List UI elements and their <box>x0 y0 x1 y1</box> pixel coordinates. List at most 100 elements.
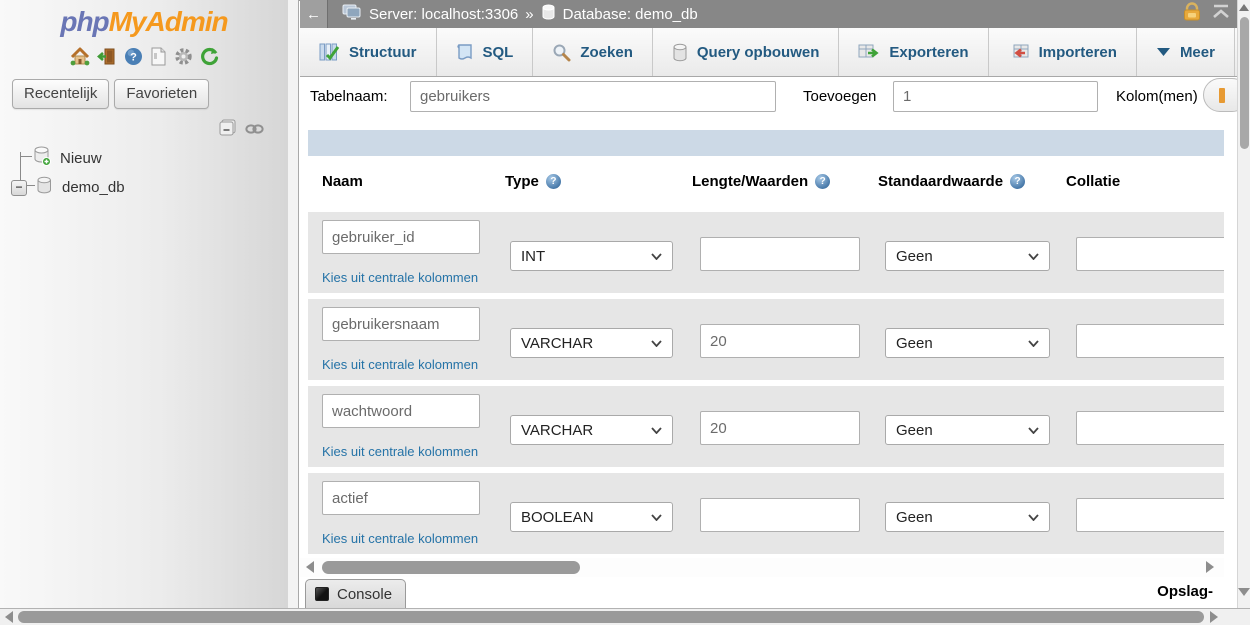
column-length-input[interactable] <box>700 324 860 358</box>
scroll-left-arrow[interactable] <box>306 561 314 573</box>
breadcrumb: Server: localhost:3306 » Database: demo_… <box>342 4 698 25</box>
tab-label: SQL <box>482 43 514 61</box>
tab-export[interactable]: Exporteren <box>839 28 989 76</box>
central-columns-link[interactable]: Kies uit centrale kolommen <box>322 531 479 546</box>
tree-item-nieuw[interactable]: Nieuw <box>33 146 102 170</box>
go-button[interactable] <box>1203 78 1237 112</box>
column-type-select[interactable]: BOOLEAN <box>510 502 673 532</box>
structure-icon <box>319 43 340 61</box>
tree-line <box>20 156 32 157</box>
window-horizontal-scrollbar[interactable] <box>0 608 1250 625</box>
tab-more[interactable]: Meer <box>1137 28 1235 76</box>
column-collation-input[interactable] <box>1076 411 1224 445</box>
scroll-right-arrow[interactable] <box>1210 611 1218 623</box>
back-arrow-button[interactable]: ← <box>300 0 328 28</box>
scrollbar-thumb[interactable] <box>1240 17 1249 149</box>
help-icon[interactable] <box>1010 174 1026 189</box>
select-value: Geen <box>896 508 933 526</box>
help-icon[interactable] <box>815 174 831 189</box>
scroll-top-icon[interactable] <box>1212 4 1230 24</box>
tab-label: Exporteren <box>889 43 969 61</box>
tree-line <box>27 185 35 186</box>
refresh-icon[interactable] <box>200 47 219 66</box>
help-icon[interactable]: ? <box>124 47 143 66</box>
vertical-scrollbar[interactable] <box>1237 0 1250 608</box>
column-default-select[interactable]: Geen <box>885 502 1050 532</box>
column-default-select[interactable]: Geen <box>885 415 1050 445</box>
column-default-select[interactable]: Geen <box>885 328 1050 358</box>
tab-label: Meer <box>1179 43 1215 61</box>
column-length-input[interactable] <box>700 411 860 445</box>
scroll-down-arrow[interactable] <box>1238 588 1250 596</box>
column-type-select[interactable]: VARCHAR <box>510 328 673 358</box>
table-name-label: Tabelnaam: <box>310 88 388 105</box>
column-name-input[interactable] <box>322 220 480 254</box>
lock-icon[interactable] <box>1181 2 1203 26</box>
column-default-select[interactable]: Geen <box>885 241 1050 271</box>
column-type-select[interactable]: INT <box>510 241 673 271</box>
column-collation-input[interactable] <box>1076 498 1224 532</box>
column-header-name: Naam <box>322 173 363 190</box>
database-icon <box>541 4 556 25</box>
tab-structure[interactable]: Structuur <box>300 28 437 76</box>
column-collation-input[interactable] <box>1076 237 1224 271</box>
storage-engine-label: Opslag- <box>1157 583 1213 600</box>
breadcrumb-database[interactable]: Database: demo_db <box>562 5 698 23</box>
sidebar-scroll-strip[interactable] <box>288 0 299 608</box>
central-columns-link[interactable]: Kies uit centrale kolommen <box>322 444 479 459</box>
tab-import[interactable]: Importeren <box>989 28 1137 76</box>
scroll-up-arrow[interactable] <box>1239 4 1249 11</box>
tab-label: Importeren <box>1038 43 1117 61</box>
select-value: VARCHAR <box>521 334 594 352</box>
table-name-input[interactable] <box>410 81 776 112</box>
collapse-all-icon[interactable] <box>218 119 238 142</box>
docs-icon[interactable] <box>150 47 167 66</box>
tab-label: Query opbouwen <box>696 43 820 61</box>
central-columns-link[interactable]: Kies uit centrale kolommen <box>322 357 479 372</box>
scrollbar-thumb[interactable] <box>18 611 1204 623</box>
scroll-left-arrow[interactable] <box>5 611 13 623</box>
chevron-down-icon <box>1028 252 1039 260</box>
content-horizontal-scrollbar[interactable] <box>300 558 1224 577</box>
recent-button[interactable]: Recentelijk <box>12 79 110 109</box>
column-length-input[interactable] <box>700 498 860 532</box>
home-icon[interactable] <box>70 47 90 66</box>
favorites-button[interactable]: Favorieten <box>114 79 210 109</box>
tree-item-demo-db[interactable]: − demo_db <box>11 176 125 199</box>
tab-query-builder[interactable]: Query opbouwen <box>653 28 840 76</box>
search-icon <box>552 43 571 62</box>
scrollbar-thumb[interactable] <box>322 561 580 574</box>
column-name-input[interactable] <box>322 394 480 428</box>
scroll-right-arrow[interactable] <box>1206 561 1214 573</box>
help-icon[interactable] <box>545 174 561 189</box>
collapse-node-icon[interactable]: − <box>11 179 27 196</box>
column-length-input[interactable] <box>700 237 860 271</box>
sidebar-nav-icons: ? <box>0 46 288 66</box>
chevron-down-icon <box>651 252 662 260</box>
exit-icon[interactable] <box>96 47 117 66</box>
tab-bar: Structuur SQL Zoeken Query opbouwen Expo… <box>300 28 1237 77</box>
column-name-input[interactable] <box>322 481 480 515</box>
column-collation-input[interactable] <box>1076 324 1224 358</box>
tab-search[interactable]: Zoeken <box>533 28 653 76</box>
chevron-down-icon <box>651 426 662 434</box>
console-button[interactable]: Console <box>305 579 407 608</box>
back-arrow-icon: ← <box>306 5 321 23</box>
logo-myadmin: MyAdmin <box>108 6 229 37</box>
query-builder-icon <box>672 43 688 62</box>
column-type-select[interactable]: VARCHAR <box>510 415 673 445</box>
central-columns-link[interactable]: Kies uit centrale kolommen <box>322 270 479 285</box>
phpmyadmin-logo[interactable]: phpMyAdmin <box>0 0 288 38</box>
add-columns-label: Toevoegen <box>803 88 877 105</box>
tab-sql[interactable]: SQL <box>437 28 534 76</box>
select-value: Geen <box>896 334 933 352</box>
add-columns-count-input[interactable] <box>893 81 1098 112</box>
column-name-input[interactable] <box>322 307 480 341</box>
column-definition-row: Kies uit centrale kolommen INT Geen <box>308 212 1224 293</box>
link-panel-icon[interactable] <box>245 122 264 140</box>
column-definition-row: Kies uit centrale kolommen BOOLEAN Geen <box>308 473 1224 554</box>
settings-icon[interactable] <box>174 47 193 66</box>
breadcrumb-server[interactable]: Server: localhost:3306 <box>369 5 519 23</box>
console-icon <box>315 587 329 601</box>
